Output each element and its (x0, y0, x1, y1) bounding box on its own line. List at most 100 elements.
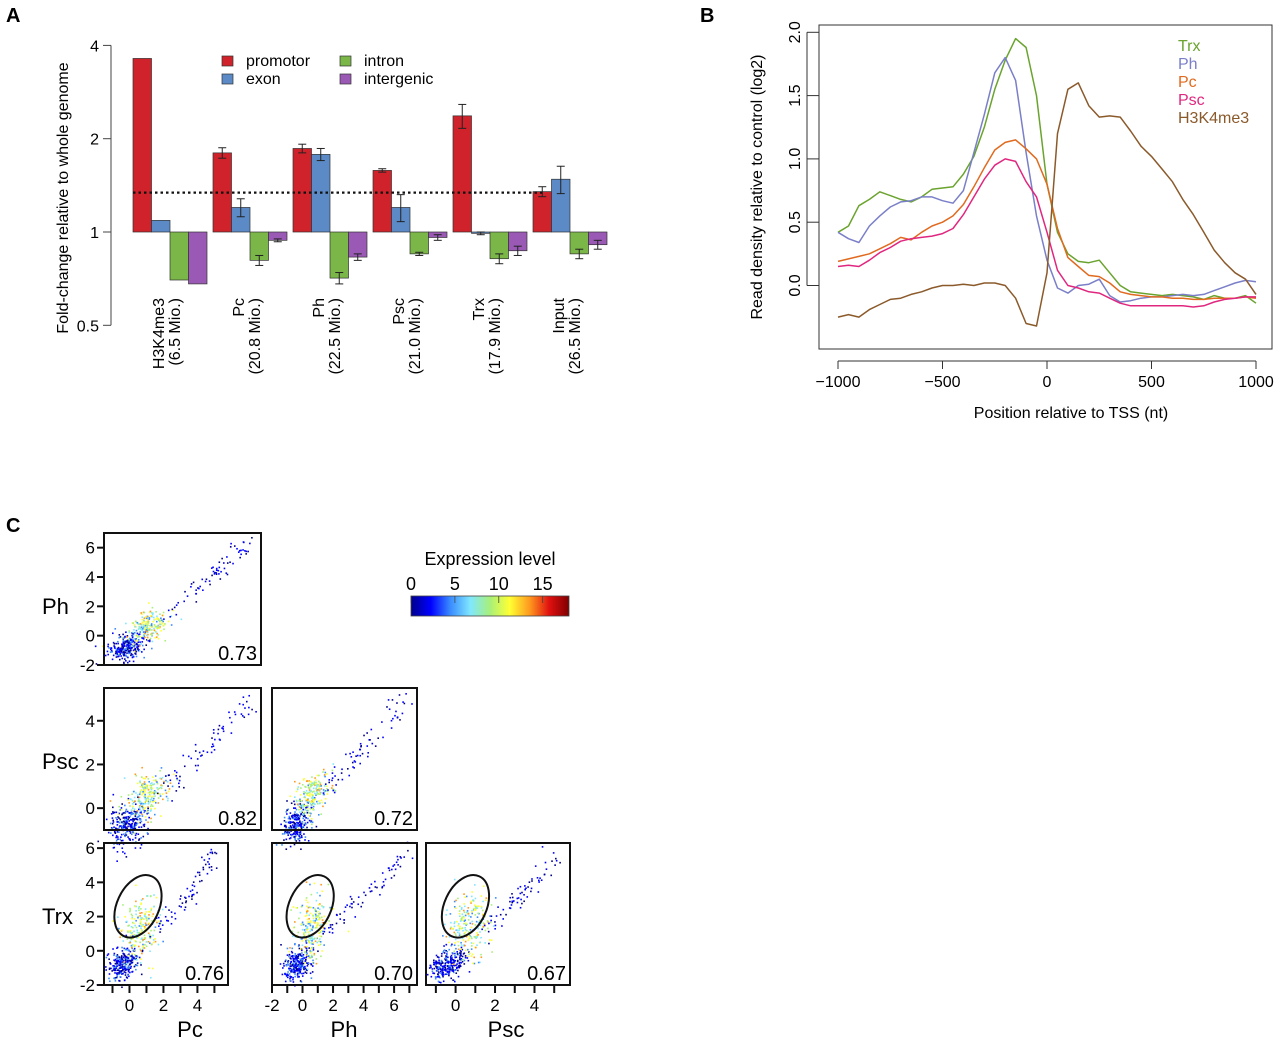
scatter-point (324, 771, 327, 774)
scatter-point (118, 972, 121, 975)
scatter-point (222, 730, 225, 733)
scatter-point (161, 793, 164, 795)
scatter-point (302, 956, 305, 959)
scatter-point (109, 648, 112, 651)
scatter-point (196, 891, 198, 894)
scatter-point (194, 764, 197, 767)
scatter-point (306, 804, 309, 807)
scatter-point (226, 562, 229, 564)
scatter-point (146, 630, 148, 633)
scatter-point (128, 966, 130, 969)
scatter-point (127, 639, 130, 642)
scatter-point (134, 954, 136, 956)
scatter-point (229, 546, 232, 548)
legend-label-exon: exon (246, 71, 281, 88)
bar-intergenic (188, 231, 208, 285)
scatter-point (314, 803, 316, 806)
scatter-point (125, 631, 127, 634)
scatter-point (488, 942, 490, 945)
scatter-point (147, 806, 149, 808)
scatter-point (150, 612, 153, 614)
scatter-point (299, 837, 301, 839)
scatter-point (217, 732, 219, 735)
scatter-point (143, 648, 145, 651)
scatter-point (479, 941, 481, 944)
scatter-point (301, 904, 304, 907)
scatter-point (131, 830, 134, 833)
scatter-point (463, 911, 466, 914)
scatter-point (149, 950, 151, 953)
scatter-point (468, 953, 471, 955)
scatter-point (448, 970, 451, 972)
scatter-point (131, 812, 134, 814)
scatter-point (167, 774, 170, 777)
scatter-point (127, 931, 129, 933)
category-label: Pc(20.8 Mio.) (231, 298, 264, 374)
scatter-point (165, 795, 168, 798)
scatter-point (248, 694, 251, 697)
scatter-point (307, 901, 309, 904)
scatter-point (124, 822, 127, 825)
scatter-point (135, 650, 138, 653)
scatter-point (454, 959, 457, 962)
scatter-point (308, 947, 310, 949)
scatter-point (311, 784, 314, 787)
scatter-point (117, 836, 119, 838)
scatter-point (308, 789, 311, 791)
scatter-point (324, 783, 327, 786)
scatter-point (467, 919, 470, 921)
scatter-point (284, 980, 287, 983)
scatter-point (435, 954, 438, 957)
scatter-point (139, 915, 141, 917)
scatter-point (120, 970, 123, 972)
scatter-point (251, 536, 253, 539)
scatter-point (120, 655, 122, 657)
y-tick-label-c: 2 (86, 755, 95, 774)
scatter-point (476, 936, 479, 938)
scatter-point (483, 923, 486, 925)
scatter-point (516, 897, 519, 900)
scatter-point (123, 636, 126, 639)
scatter-point (121, 986, 123, 989)
scatter-point (140, 803, 142, 805)
scatter-point (318, 774, 320, 777)
scatter-point (310, 801, 313, 804)
scatter-point (312, 808, 314, 811)
scatter-point (479, 924, 482, 927)
scatter-point (450, 967, 453, 970)
scatter-point (300, 924, 303, 926)
scatter-point (299, 964, 302, 967)
scatter-point (138, 838, 141, 840)
scatter-point (112, 811, 114, 813)
scatter-point (133, 818, 136, 820)
scatter-point (290, 830, 292, 832)
scatter-point (167, 785, 169, 787)
scatter-point (126, 967, 129, 969)
scatter-point (464, 931, 466, 934)
scatter-point (304, 934, 306, 937)
scatter-point (175, 790, 178, 792)
scatter-point (133, 832, 135, 834)
scatter-point (131, 931, 134, 934)
scatter-point (391, 699, 394, 701)
scatter-point (312, 906, 315, 909)
scatter-point (303, 795, 306, 798)
scatter-point (286, 976, 289, 979)
scatter-point (195, 903, 198, 905)
scatter-point (470, 948, 473, 950)
scatter-point (118, 831, 120, 833)
scatter-point (320, 923, 322, 926)
scatter-point (133, 810, 136, 813)
scatter-point (286, 831, 288, 834)
scatter-point (147, 916, 149, 919)
scatter-point (117, 649, 119, 651)
scatter-point (444, 964, 447, 967)
scatter-point (149, 937, 152, 940)
scatter-point (127, 815, 130, 818)
scatter-point (295, 963, 297, 966)
scatter-point (508, 907, 511, 909)
scatter-point (141, 925, 144, 927)
scatter-point (133, 965, 136, 968)
scatter-point (455, 947, 457, 950)
